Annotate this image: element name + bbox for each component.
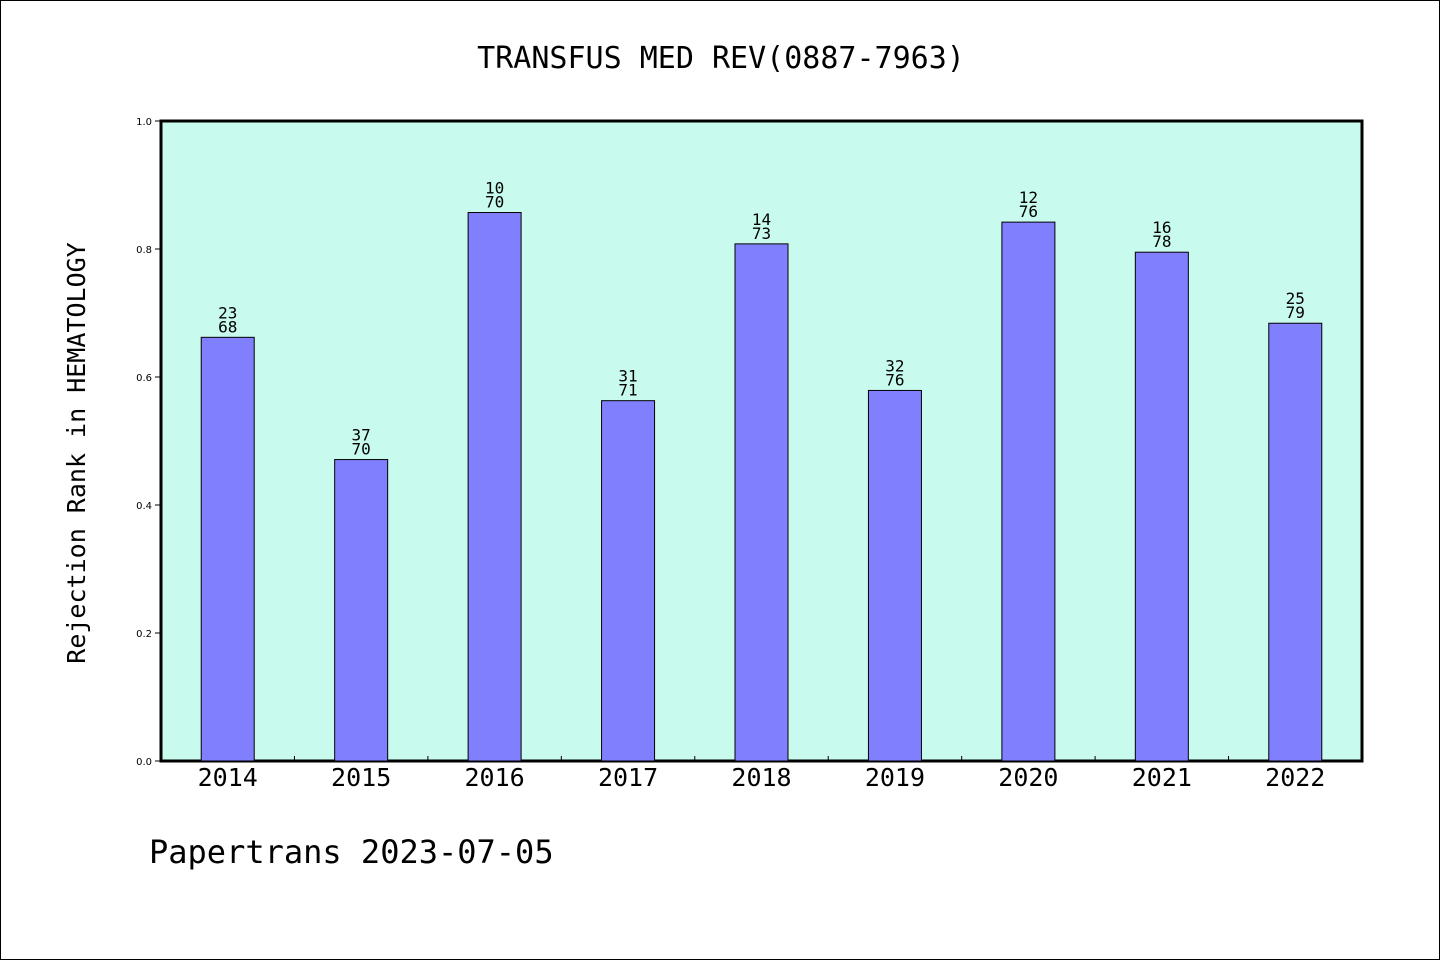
bar-label-total: 76 [1019,202,1038,221]
bar-label-rank: 23 [218,303,237,322]
bar [334,459,389,762]
bar [467,212,522,762]
bar-label-rank: 32 [885,356,904,375]
y-axis-label: Rejection Rank in HEMATOLOGY [62,242,91,663]
chart-title: TRANSFUS MED REV(0887-7963) [477,41,965,76]
x-tick-label: 2022 [1265,763,1325,792]
x-tick-label: 2016 [465,763,525,792]
bar-label-rank: 16 [1152,218,1171,237]
bar-label-rank: 25 [1286,289,1305,308]
bar [1268,322,1323,762]
footer-credit: Papertrans 2023-07-05 [149,833,554,871]
bar-label-rank: 12 [1019,188,1038,207]
bar-label-total: 73 [752,224,771,243]
bar-label-total: 71 [618,381,637,400]
bar [734,243,789,762]
bar [1001,221,1056,762]
bar-label-rank: 37 [352,426,371,445]
bar-label-rank: 31 [618,367,637,386]
bar-label-total: 76 [885,370,904,389]
y-tick-label: 0.0 [136,757,152,768]
bar-label-total: 78 [1152,232,1171,251]
x-tick-label: 2019 [865,763,925,792]
y-tick-label: 0.4 [136,501,152,512]
x-tick-label: 2014 [198,763,258,792]
bar-label-rank: 10 [485,179,504,198]
x-tick-label: 2017 [598,763,658,792]
bar [867,389,922,762]
bar-label-total: 68 [218,317,237,336]
x-tick-label: 2020 [998,763,1058,792]
x-tick-label: 2021 [1132,763,1192,792]
x-axis: 2014 2015 2016 2017 2018 2019 2020 2021 2022 [198,756,1325,792]
bar [601,400,656,762]
y-tick-label: 0.6 [136,373,152,384]
bar-label-rank: 14 [752,210,771,229]
bar-label-total: 79 [1286,303,1305,322]
y-axis: 0.0 0.2 0.4 0.6 0.8 1.0 [136,117,161,768]
y-tick-label: 1.0 [136,117,152,128]
bar [200,336,255,762]
x-tick-label: 2018 [731,763,791,792]
bar-label-total: 70 [352,440,371,459]
y-tick-label: 0.2 [136,629,152,640]
x-tick-label: 2015 [331,763,391,792]
bar-series [200,212,1323,762]
y-tick-label: 0.8 [136,245,152,256]
bar-label-total: 70 [485,193,504,212]
bar [1134,251,1189,762]
